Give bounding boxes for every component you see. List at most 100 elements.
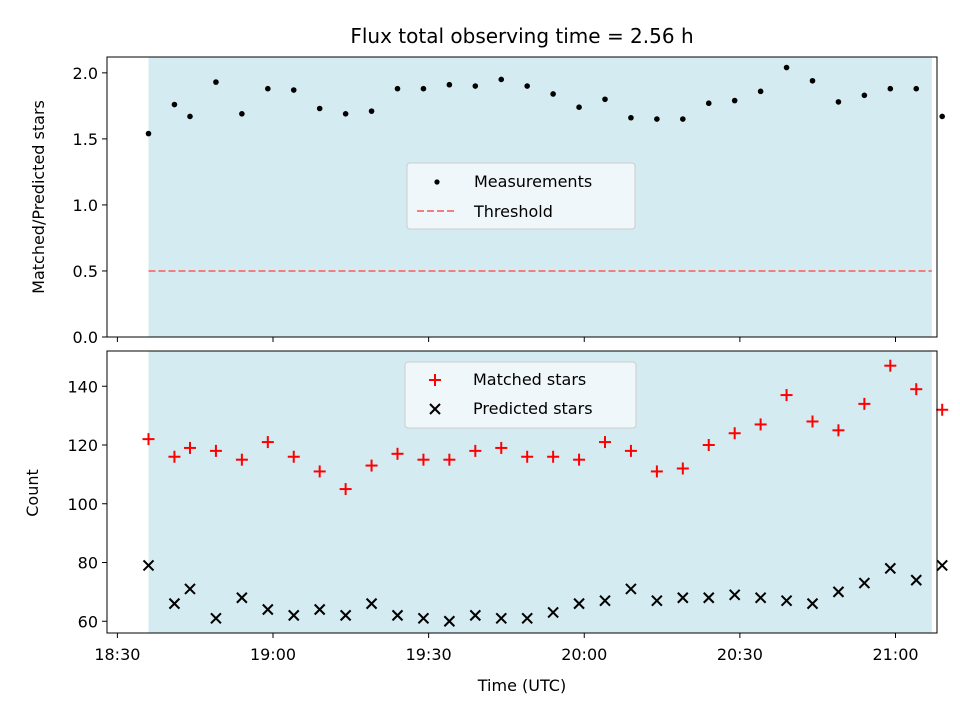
top-panel: 0.00.51.01.52.0 Matched/Predicted stars … <box>29 56 945 347</box>
measurement-point <box>705 100 712 107</box>
x-tick-label: 20:30 <box>717 645 763 664</box>
measurement-point <box>939 113 945 120</box>
x-tick-label: 19:00 <box>250 645 296 664</box>
predicted-star-point <box>677 592 689 604</box>
measurement-point <box>420 85 427 92</box>
bottom-plot-frame <box>106 350 938 634</box>
predicted-star-point <box>547 606 559 619</box>
bottom-y-ticks: 60 80 100 120 140 <box>67 377 107 631</box>
measurement-point <box>472 83 479 89</box>
bottom-panel: 60 80 100 120 140 18:30 19:00 19:30 20:00 20:30 2… <box>23 350 949 695</box>
legend-measurements-label: Measurements <box>474 172 592 191</box>
x-tick-label: 18:30 <box>94 645 140 664</box>
measurement-point <box>602 96 608 103</box>
y-tick-label: 140 <box>67 377 98 396</box>
y-tick-label: 100 <box>67 495 98 514</box>
matched-star-point <box>832 424 845 437</box>
measurement-point <box>628 114 634 121</box>
matched-star-point <box>858 397 871 410</box>
predicted-star-point <box>780 594 793 607</box>
matched-star-point <box>168 450 181 463</box>
matched-star-point <box>806 415 819 428</box>
x-tick-label: 19:30 <box>406 645 452 664</box>
predicted-star-point <box>806 597 819 610</box>
top-legend-box <box>406 162 636 230</box>
measurement-point <box>498 76 505 83</box>
matched-star-point <box>209 444 222 457</box>
matched-star-point <box>417 453 430 466</box>
measurement-point <box>550 91 556 97</box>
top-plot-frame <box>106 56 938 338</box>
predicted-star-point <box>339 609 352 622</box>
matched-star-point <box>391 447 404 460</box>
matched-star-point <box>599 436 611 449</box>
matched-star-point <box>495 441 508 454</box>
measurement-point <box>654 116 660 122</box>
predicted-star-point <box>703 592 715 604</box>
bottom-x-ticks: 18:30 19:00 19:30 20:00 20:30 21:00 <box>94 633 919 664</box>
predicted-star-point <box>142 559 155 572</box>
matched-star-point <box>142 433 155 446</box>
y-tick-label: 60 <box>78 612 98 631</box>
matched-star-point <box>235 453 248 466</box>
predicted-star-point <box>858 577 871 589</box>
y-tick-label: 1.0 <box>73 196 98 215</box>
measurement-point <box>342 110 349 117</box>
measurement-point <box>145 130 152 137</box>
top-y-ticks: 0.0 0.5 1.0 1.5 2.0 <box>73 64 107 347</box>
matched-star-point <box>469 444 482 457</box>
matched-star-point <box>728 427 741 440</box>
matched-star-point <box>521 450 534 463</box>
predicted-star-point <box>417 612 430 625</box>
predicted-star-point <box>262 603 274 616</box>
measurement-points <box>145 64 945 137</box>
measurement-point <box>290 87 297 93</box>
predicted-stars-points <box>142 559 948 627</box>
chart-title: Flux total observing time = 2.56 h <box>350 24 693 48</box>
predicted-star-point <box>625 583 637 595</box>
x-tick-label: 21:00 <box>872 645 918 664</box>
top-x-ticks <box>116 337 896 342</box>
measurement-point <box>809 77 816 84</box>
legend-threshold-label: Threshold <box>473 202 553 221</box>
legend-predicted-label: Predicted stars <box>473 399 593 418</box>
measurement-point <box>913 85 920 92</box>
x-tick-label: 20:00 <box>561 645 607 664</box>
predicted-star-point <box>391 609 404 622</box>
bottom-legend-box <box>404 361 637 429</box>
predicted-star-point <box>599 594 611 607</box>
predicted-star-point <box>443 615 456 627</box>
matched-star-point <box>547 450 560 463</box>
matched-stars-points <box>142 359 949 496</box>
measurement-point <box>680 116 686 122</box>
predicted-star-point <box>884 562 897 575</box>
predicted-star-point <box>236 592 248 604</box>
measurement-point <box>446 81 453 88</box>
predicted-star-point <box>288 609 300 622</box>
predicted-star-point <box>651 594 663 607</box>
measurement-point <box>783 64 790 71</box>
matched-star-point <box>443 453 456 466</box>
predicted-star-point <box>832 586 845 598</box>
measurement-point <box>213 79 219 85</box>
matched-star-point <box>339 483 352 496</box>
y-tick-label: 0.5 <box>73 262 98 281</box>
y-tick-label: 120 <box>67 436 98 455</box>
predicted-star-point <box>210 612 222 625</box>
matched-star-point <box>313 465 326 478</box>
predicted-star-point <box>573 597 585 610</box>
matched-star-point <box>365 459 378 472</box>
predicted-star-point <box>495 612 507 625</box>
legend-matched-label: Matched stars <box>473 370 586 389</box>
predicted-star-point <box>184 583 196 595</box>
y-tick-label: 0.0 <box>73 328 98 347</box>
predicted-star-point <box>365 597 378 610</box>
legend-predicted-marker <box>429 403 441 415</box>
matched-star-point <box>884 359 897 372</box>
predicted-star-point <box>313 603 326 616</box>
measurement-point <box>316 105 323 112</box>
top-legend: Measurements Threshold <box>406 162 636 230</box>
predicted-star-point <box>168 597 181 610</box>
legend-matched-marker <box>429 374 441 386</box>
